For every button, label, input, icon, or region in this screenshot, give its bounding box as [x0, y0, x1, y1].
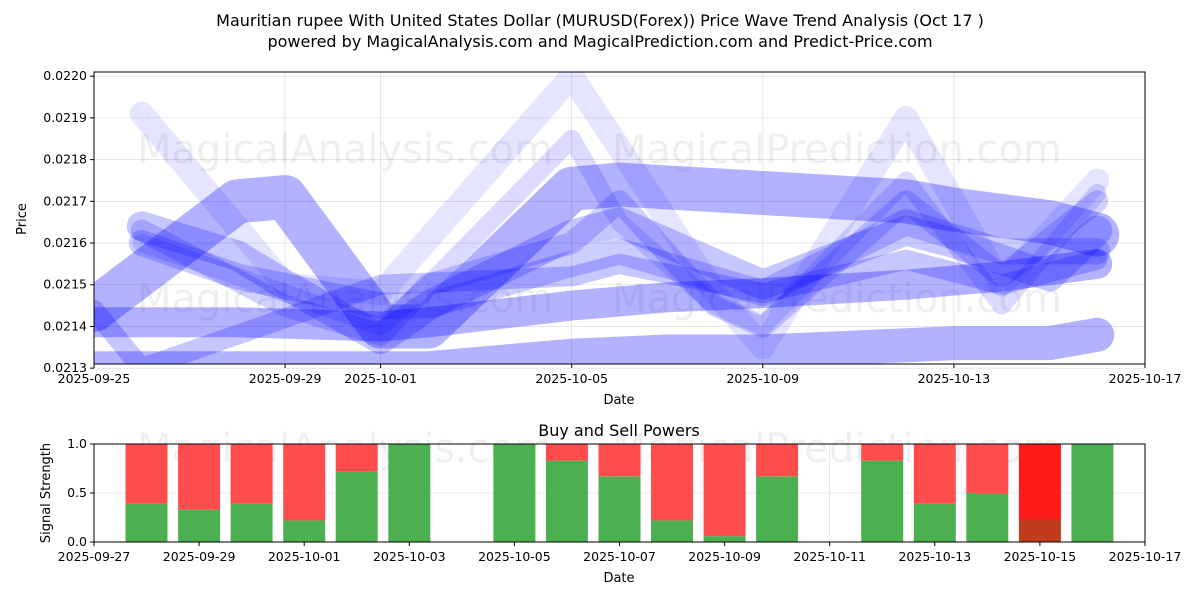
buy-bar — [756, 476, 799, 542]
top-x-tick-label: 2025-10-01 — [344, 371, 417, 386]
bottom-x-axis-title: Date — [603, 571, 634, 586]
buy-bar — [125, 503, 168, 542]
sell-bar — [861, 444, 904, 461]
top-y-tick-label: 0.0215 — [43, 277, 87, 292]
buy-bar — [230, 503, 273, 542]
bottom-x-tick-label: 2025-10-07 — [583, 549, 656, 564]
top-y-tick-label: 0.0216 — [43, 235, 87, 250]
wave-series-3 — [94, 162, 1120, 349]
bottom-x-tick-label: 2025-10-01 — [268, 549, 341, 564]
sell-bar — [966, 444, 1009, 493]
top-x-tick-label: 2025-10-13 — [918, 371, 991, 386]
top-y-tick-label: 0.0218 — [43, 152, 87, 167]
wave-series-2 — [94, 248, 1113, 342]
bottom-x-tick-label: 2025-10-15 — [1004, 549, 1077, 564]
buy-bar — [545, 460, 588, 542]
sell-bar — [335, 444, 378, 472]
wave-series-8 — [129, 72, 1110, 360]
sell-bar — [703, 444, 746, 537]
wave-series-4 — [126, 207, 1113, 354]
sell-bar — [598, 444, 641, 477]
buy-sell-powers-chart: Buy and Sell Powers MagicalAnalysis.com … — [39, 421, 1181, 586]
top-x-tick-label: 2025-10-17 — [1109, 371, 1182, 386]
sell-bar — [545, 444, 588, 461]
buy-bar — [1018, 519, 1061, 542]
buy-bar — [493, 444, 536, 542]
sell-bar — [756, 444, 799, 477]
buy-bar — [388, 444, 431, 542]
top-y-tick-label: 0.0217 — [43, 193, 87, 208]
buy-bar — [703, 536, 746, 542]
bottom-x-tick-label: 2025-10-17 — [1109, 549, 1182, 564]
top-x-tick-label: 2025-09-25 — [58, 371, 131, 386]
watermark-top-4: MagicalPrediction.com — [612, 276, 1062, 322]
bottom-x-tick-label: 2025-09-27 — [58, 549, 131, 564]
bottom-x-tick-label: 2025-10-09 — [688, 549, 761, 564]
top-x-tick-label: 2025-10-09 — [726, 371, 799, 386]
buy-bar — [1071, 444, 1114, 542]
bottom-x-tick-label: 2025-10-03 — [373, 549, 446, 564]
wave-series-5 — [128, 209, 1111, 319]
top-x-axis-title: Date — [603, 393, 634, 408]
buy-bar — [283, 520, 326, 542]
buy-bar — [913, 503, 956, 542]
top-y-tick-label: 0.0220 — [43, 68, 87, 83]
wave-series-9 — [132, 129, 1107, 336]
top-grid — [93, 72, 1146, 369]
top-y-axis-title: Price — [15, 203, 30, 235]
sell-bar — [230, 444, 273, 504]
sell-bar — [125, 444, 168, 504]
buy-bar — [335, 471, 378, 542]
sell-bar — [1018, 444, 1061, 520]
top-x-tick-label: 2025-10-05 — [535, 371, 608, 386]
top-y-tick-label: 0.0219 — [43, 110, 87, 125]
watermark-top-2: MagicalPrediction.com — [612, 127, 1062, 173]
wave-series-1 — [94, 317, 1115, 364]
bottom-y-axis-title: Signal Strength — [39, 443, 54, 543]
bottom-x-tick-label: 2025-10-05 — [478, 549, 551, 564]
bottom-y-tick-label: 0.5 — [67, 485, 87, 500]
chart-subtitle: powered by MagicalAnalysis.com and Magic… — [267, 32, 932, 51]
sell-bar — [283, 444, 326, 521]
top-plot-frame — [93, 71, 1146, 365]
buy-bar — [178, 509, 221, 542]
buy-bar — [598, 476, 641, 542]
bottom-axes: 2025-09-27 2025-09-29 2025-10-01 2025-10-03… — [58, 436, 1182, 564]
chart-title: Mauritian rupee With United States Dolla… — [216, 11, 984, 30]
sell-bar — [178, 444, 221, 510]
wave-series-7 — [94, 249, 1108, 364]
bar-group — [125, 444, 1114, 542]
watermark-top-3: MagicalAnalysis.com — [137, 276, 553, 322]
sell-bar — [651, 444, 693, 521]
bottom-x-tick-label: 2025-09-29 — [163, 549, 236, 564]
buy-bar — [861, 460, 904, 542]
wave-series-6 — [130, 190, 1109, 346]
top-axes: 2025-09-25 2025-09-29 2025-10-01 2025-10-05… — [43, 68, 1181, 386]
bottom-y-tick-label: 0.0 — [67, 534, 87, 549]
bottom-y-tick-label: 1.0 — [67, 436, 87, 451]
top-x-tick-label: 2025-09-29 — [249, 371, 322, 386]
top-y-tick-label: 0.0213 — [43, 360, 87, 375]
buy-bar — [651, 520, 693, 542]
bottom-x-tick-label: 2025-10-13 — [898, 549, 971, 564]
price-wave-chart: MagicalAnalysis.com MagicalPrediction.co… — [15, 68, 1181, 408]
buy-sell-title: Buy and Sell Powers — [538, 421, 700, 440]
watermark-top-1: MagicalAnalysis.com — [137, 127, 553, 173]
sell-bar — [913, 444, 956, 504]
bottom-x-tick-label: 2025-10-11 — [793, 549, 866, 564]
buy-bar — [966, 493, 1009, 542]
top-y-tick-label: 0.0214 — [43, 318, 87, 333]
wave-series-group — [94, 72, 1120, 364]
